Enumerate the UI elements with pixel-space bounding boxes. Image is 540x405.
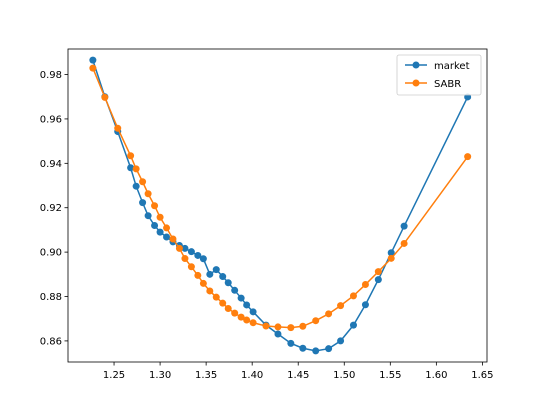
data-point-sabr: [337, 302, 345, 310]
x-tick-label: 1.35: [195, 370, 217, 381]
data-point-sabr: [151, 202, 159, 210]
plot-series: [89, 56, 472, 355]
data-point-market: [231, 286, 239, 294]
data-point-market: [287, 339, 295, 347]
y-tick-label: 0.94: [40, 159, 62, 170]
data-point-market: [194, 251, 202, 259]
data-point-market: [243, 301, 251, 309]
legend: market SABR: [396, 54, 482, 96]
data-point-market: [361, 301, 369, 309]
data-point-sabr: [312, 317, 320, 325]
data-point-sabr: [169, 235, 177, 243]
y-tick-label: 0.92: [40, 203, 62, 214]
data-point-sabr: [262, 322, 270, 330]
data-point-market: [199, 255, 207, 263]
data-point-sabr: [349, 292, 357, 300]
data-point-sabr: [89, 64, 97, 72]
y-tick-label: 0.86: [40, 336, 62, 347]
data-point-market: [156, 228, 164, 236]
data-point-market: [206, 270, 214, 278]
data-point-market: [325, 345, 333, 353]
y-tick-label: 0.90: [40, 248, 62, 259]
data-point-market: [274, 330, 282, 338]
x-tick-label: 1.40: [241, 370, 263, 381]
x-tick-label: 1.45: [287, 370, 309, 381]
x-tick-label: 1.25: [103, 370, 125, 381]
data-point-market: [132, 182, 140, 190]
data-point-market: [127, 164, 135, 172]
data-point-market: [374, 276, 382, 284]
x-tick-label: 1.50: [333, 370, 355, 381]
data-point-sabr: [224, 305, 232, 312]
data-point-sabr: [206, 287, 214, 295]
x-tick-label: 1.30: [149, 370, 171, 381]
data-point-market: [337, 337, 345, 345]
data-point-sabr: [127, 152, 135, 160]
data-point-market: [224, 279, 232, 287]
x-tick-label: 1.55: [379, 370, 401, 381]
legend-label-market: market: [434, 61, 470, 72]
data-point-market: [349, 321, 357, 329]
data-point-market: [312, 347, 320, 355]
data-point-market: [387, 249, 395, 257]
data-point-sabr: [132, 165, 140, 173]
y-tick-label: 0.88: [40, 292, 62, 303]
data-point-sabr: [287, 324, 295, 332]
data-point-market: [249, 308, 257, 316]
legend-marker-sabr: [412, 79, 420, 87]
data-point-sabr: [181, 255, 189, 263]
data-point-sabr: [163, 224, 171, 232]
data-point-sabr: [219, 299, 227, 307]
data-point-sabr: [199, 279, 207, 287]
data-point-sabr: [374, 268, 382, 276]
data-point-sabr: [464, 153, 472, 161]
data-point-sabr: [114, 124, 122, 132]
x-tick-label: 1.60: [425, 370, 447, 381]
data-point-sabr: [101, 93, 109, 101]
data-point-sabr: [299, 322, 307, 330]
y-tick-label: 0.98: [40, 70, 62, 81]
data-point-sabr: [400, 239, 408, 247]
plot-frame: [67, 48, 488, 363]
data-point-sabr: [325, 310, 333, 318]
data-point-sabr: [387, 254, 395, 262]
data-point-market: [151, 221, 159, 229]
y-axis: 0.86 0.88 0.90 0.92 0.94 0.96 0.98: [40, 70, 68, 347]
data-point-market: [237, 294, 245, 302]
legend-label-sabr: SABR: [434, 79, 461, 90]
data-point-sabr: [144, 190, 152, 198]
data-point-sabr: [231, 309, 239, 317]
data-point-market: [219, 273, 227, 281]
data-point-sabr: [212, 293, 220, 301]
data-point-sabr: [361, 281, 369, 289]
data-point-market: [299, 344, 307, 352]
data-point-sabr: [249, 319, 257, 327]
data-point-market: [212, 266, 220, 274]
data-point-sabr: [237, 313, 245, 321]
legend-marker-market: [412, 61, 420, 69]
x-axis: 1.25 1.30 1.35 1.40 1.45 1.50 1.55 1.60 1.65: [103, 362, 494, 381]
data-point-sabr: [187, 263, 195, 271]
x-tick-label: 1.65: [471, 370, 493, 381]
data-point-market: [187, 248, 195, 256]
data-point-sabr: [156, 213, 164, 221]
data-point-sabr: [139, 178, 147, 186]
data-point-market: [89, 56, 97, 64]
y-tick-label: 0.96: [40, 114, 62, 125]
data-point-market: [144, 212, 152, 220]
data-point-market: [139, 199, 147, 207]
data-point-sabr: [274, 323, 282, 331]
data-point-sabr: [243, 316, 251, 324]
data-point-market: [400, 222, 408, 230]
data-point-sabr: [194, 271, 202, 279]
data-point-sabr: [175, 244, 183, 252]
data-point-market: [181, 244, 189, 252]
data-point-market: [163, 233, 171, 241]
